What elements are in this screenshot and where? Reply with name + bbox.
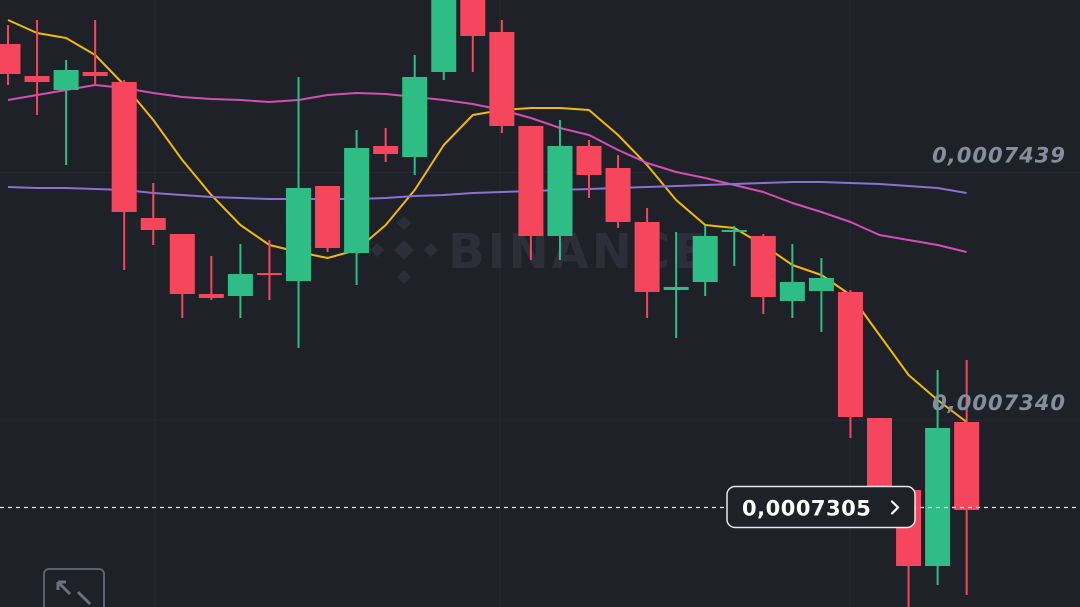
candle-body	[169, 234, 195, 294]
candle-body	[605, 168, 631, 222]
candle-body	[0, 44, 21, 74]
last-price-button[interactable]: 0,0007305	[726, 485, 916, 529]
candle-body	[256, 273, 282, 275]
candle-body	[954, 422, 980, 510]
candle-body	[837, 292, 863, 417]
candle-body	[24, 76, 50, 82]
candle-body	[373, 146, 399, 154]
candle-body	[808, 278, 834, 291]
chevron	[890, 500, 900, 515]
moving-average-line	[7, 84, 967, 253]
candle-body	[547, 146, 573, 236]
y-tick-label: 0,0007340	[932, 391, 1066, 415]
candle-body	[750, 236, 776, 297]
moving-average-line	[7, 19, 968, 423]
y-tick-label: 0,0007439	[932, 144, 1066, 168]
candle-body	[53, 70, 79, 90]
candle-body	[663, 287, 689, 290]
candle-body	[576, 146, 602, 175]
candle-body	[721, 230, 747, 232]
watermark: BINANCE	[370, 216, 709, 284]
expand-button[interactable]	[43, 568, 105, 607]
candle-body	[140, 218, 166, 230]
candle-body	[779, 282, 805, 301]
candle-body	[634, 222, 660, 292]
candle-body	[286, 188, 311, 281]
moving-average-line	[7, 181, 967, 200]
candle-body	[692, 236, 718, 282]
labels: 0,0007439 0,0007340 0,0007305	[0, 144, 1080, 529]
candle-body	[198, 294, 224, 298]
candle-body	[431, 0, 457, 72]
last-price-label: 0,0007305	[742, 497, 871, 521]
candle-body	[344, 148, 370, 253]
watermark-text: BINANCE	[448, 224, 709, 280]
watermark-logo	[370, 216, 438, 284]
candle-body	[925, 428, 951, 566]
candle-body	[111, 82, 137, 212]
candle-body	[315, 186, 341, 248]
candle-body	[489, 32, 515, 126]
candle-body	[402, 77, 428, 157]
candle-body	[460, 0, 486, 36]
candle-body	[82, 72, 108, 76]
candle-body	[867, 418, 892, 490]
candle-body	[227, 274, 253, 296]
moving-averages	[7, 19, 968, 423]
candle-body	[518, 126, 544, 236]
expand-frame[interactable]	[43, 568, 105, 607]
expand-icon	[56, 580, 92, 606]
last-price-box[interactable]	[726, 485, 916, 529]
